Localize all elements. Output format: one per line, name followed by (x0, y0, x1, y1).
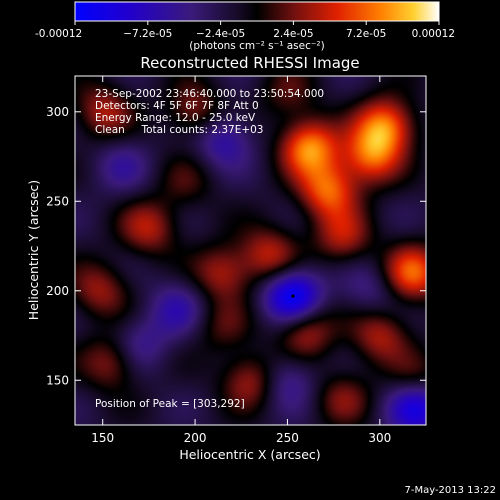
annotation-block: 23-Sep-2002 23:46:40.000 to 23:50:54.000… (95, 88, 324, 136)
colorbar-tick-label: 2.4e-05 (273, 28, 313, 40)
colorbar-tick-label: −7.2e-05 (123, 28, 172, 40)
colorbar-tick-label: −2.4e-05 (196, 28, 245, 40)
y-tick-label: 250 (46, 194, 69, 208)
plot-frame (74, 75, 427, 426)
y-axis-label: Heliocentric Y (arcsec) (26, 180, 41, 320)
chart-title: Reconstructed RHESSI Image (140, 54, 359, 72)
y-tick-label: 200 (46, 284, 69, 298)
footer-date: 7-May-2013 13:22 (404, 485, 496, 496)
x-tick-label: 300 (368, 431, 391, 445)
x-tick-label: 250 (276, 431, 299, 445)
y-tick-label: 300 (46, 105, 69, 119)
heatmap-image (75, 76, 426, 425)
x-tick-label: 200 (184, 431, 207, 445)
peak-position-label: Position of Peak = [303,292] (95, 398, 245, 410)
colorbar-ticks: -0.00012 −7.2e-05 −2.4e-05 2.4e-05 7.2e-05 0.… (35, 21, 455, 40)
peak-marker (291, 294, 295, 298)
colorbar (74, 1, 440, 22)
colorbar-tick-label: 7.2e-05 (346, 28, 386, 40)
annotation-energy-range: Energy Range: 12.0 - 25.0 keV (95, 112, 256, 124)
x-axis-label: Heliocentric X (arcsec) (179, 447, 320, 462)
annotation-time-range: 23-Sep-2002 23:46:40.000 to 23:50:54.000 (95, 88, 324, 100)
colorbar-tick-label: 0.00012 (412, 28, 455, 40)
x-tick-label: 150 (91, 431, 114, 445)
y-tick-label: 150 (46, 373, 69, 387)
colorbar-tick-label: -0.00012 (35, 28, 82, 40)
annotation-detectors: Detectors: 4F 5F 6F 7F 8F Att 0 (95, 100, 259, 112)
annotation-total-counts: Clean Total counts: 2.37E+03 (95, 124, 264, 136)
axis-ticks: 150 200 250 300 150 200 250 300 (46, 76, 426, 445)
colorbar-unit-label: (photons cm⁻² s⁻¹ asec⁻²) (189, 40, 324, 52)
